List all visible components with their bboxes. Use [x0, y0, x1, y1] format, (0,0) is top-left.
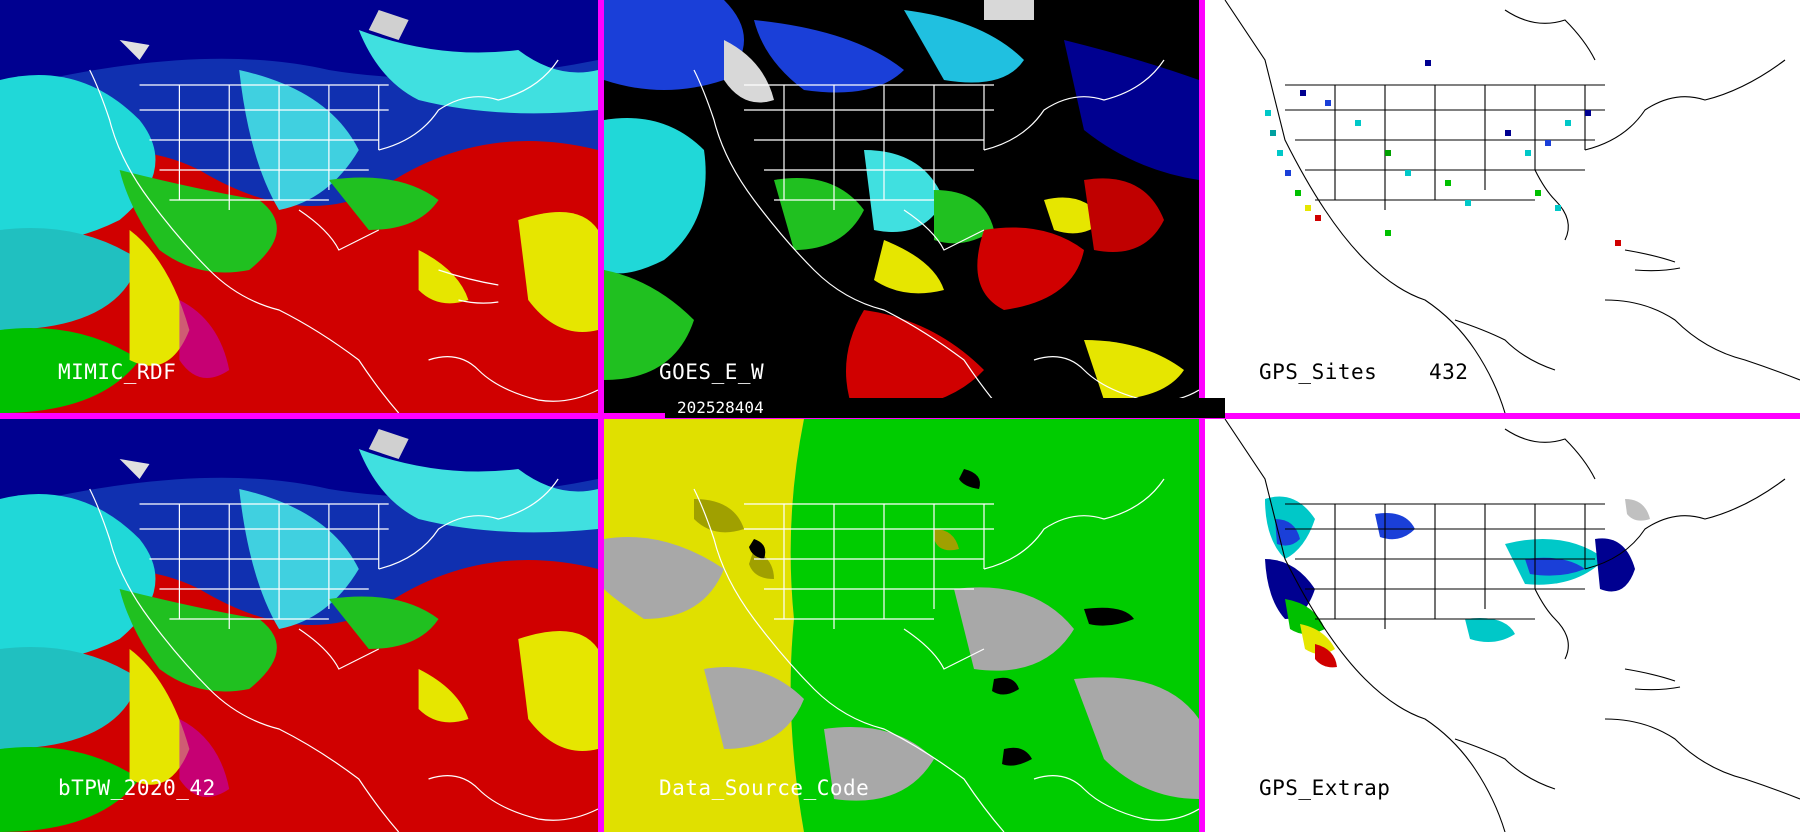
gps-sites-map	[1205, 0, 1800, 413]
panel-label-data-source-code: Data_Source_Code	[659, 776, 870, 800]
gps-site-count: 432	[1429, 360, 1469, 384]
data-source-code-panel: Data_Source_Code	[604, 419, 1199, 832]
panel-label-gps-sites: GPS_Sites	[1259, 360, 1378, 384]
data-source-code-map	[604, 419, 1199, 832]
gps-extrap-panel: GPS_Extrap	[1205, 419, 1800, 832]
gps-site-markers	[1265, 60, 1621, 246]
timestamp: 202528404	[677, 398, 764, 417]
mimic-rdf-map	[0, 0, 598, 413]
panel-label-btpw: bTPW_2020_42	[58, 776, 216, 800]
panel-label-goes-ew: GOES_E_W	[659, 360, 765, 384]
btpw-panel: bTPW_2020_42	[0, 419, 598, 832]
btpw-map	[0, 419, 598, 832]
timestamp-bar: 202528404	[665, 398, 1225, 418]
gps-extrap-map	[1205, 419, 1800, 832]
panel-label-mimic-rdf: MIMIC_RDF	[58, 360, 177, 384]
gps-sites-panel: GPS_Sites 432	[1205, 0, 1800, 413]
goes-ew-map	[604, 0, 1199, 413]
panel-label-gps-extrap: GPS_Extrap	[1259, 776, 1391, 800]
mimic-rdf-panel: MIMIC_RDF	[0, 0, 598, 413]
goes-ew-panel: GOES_E_W	[604, 0, 1199, 413]
